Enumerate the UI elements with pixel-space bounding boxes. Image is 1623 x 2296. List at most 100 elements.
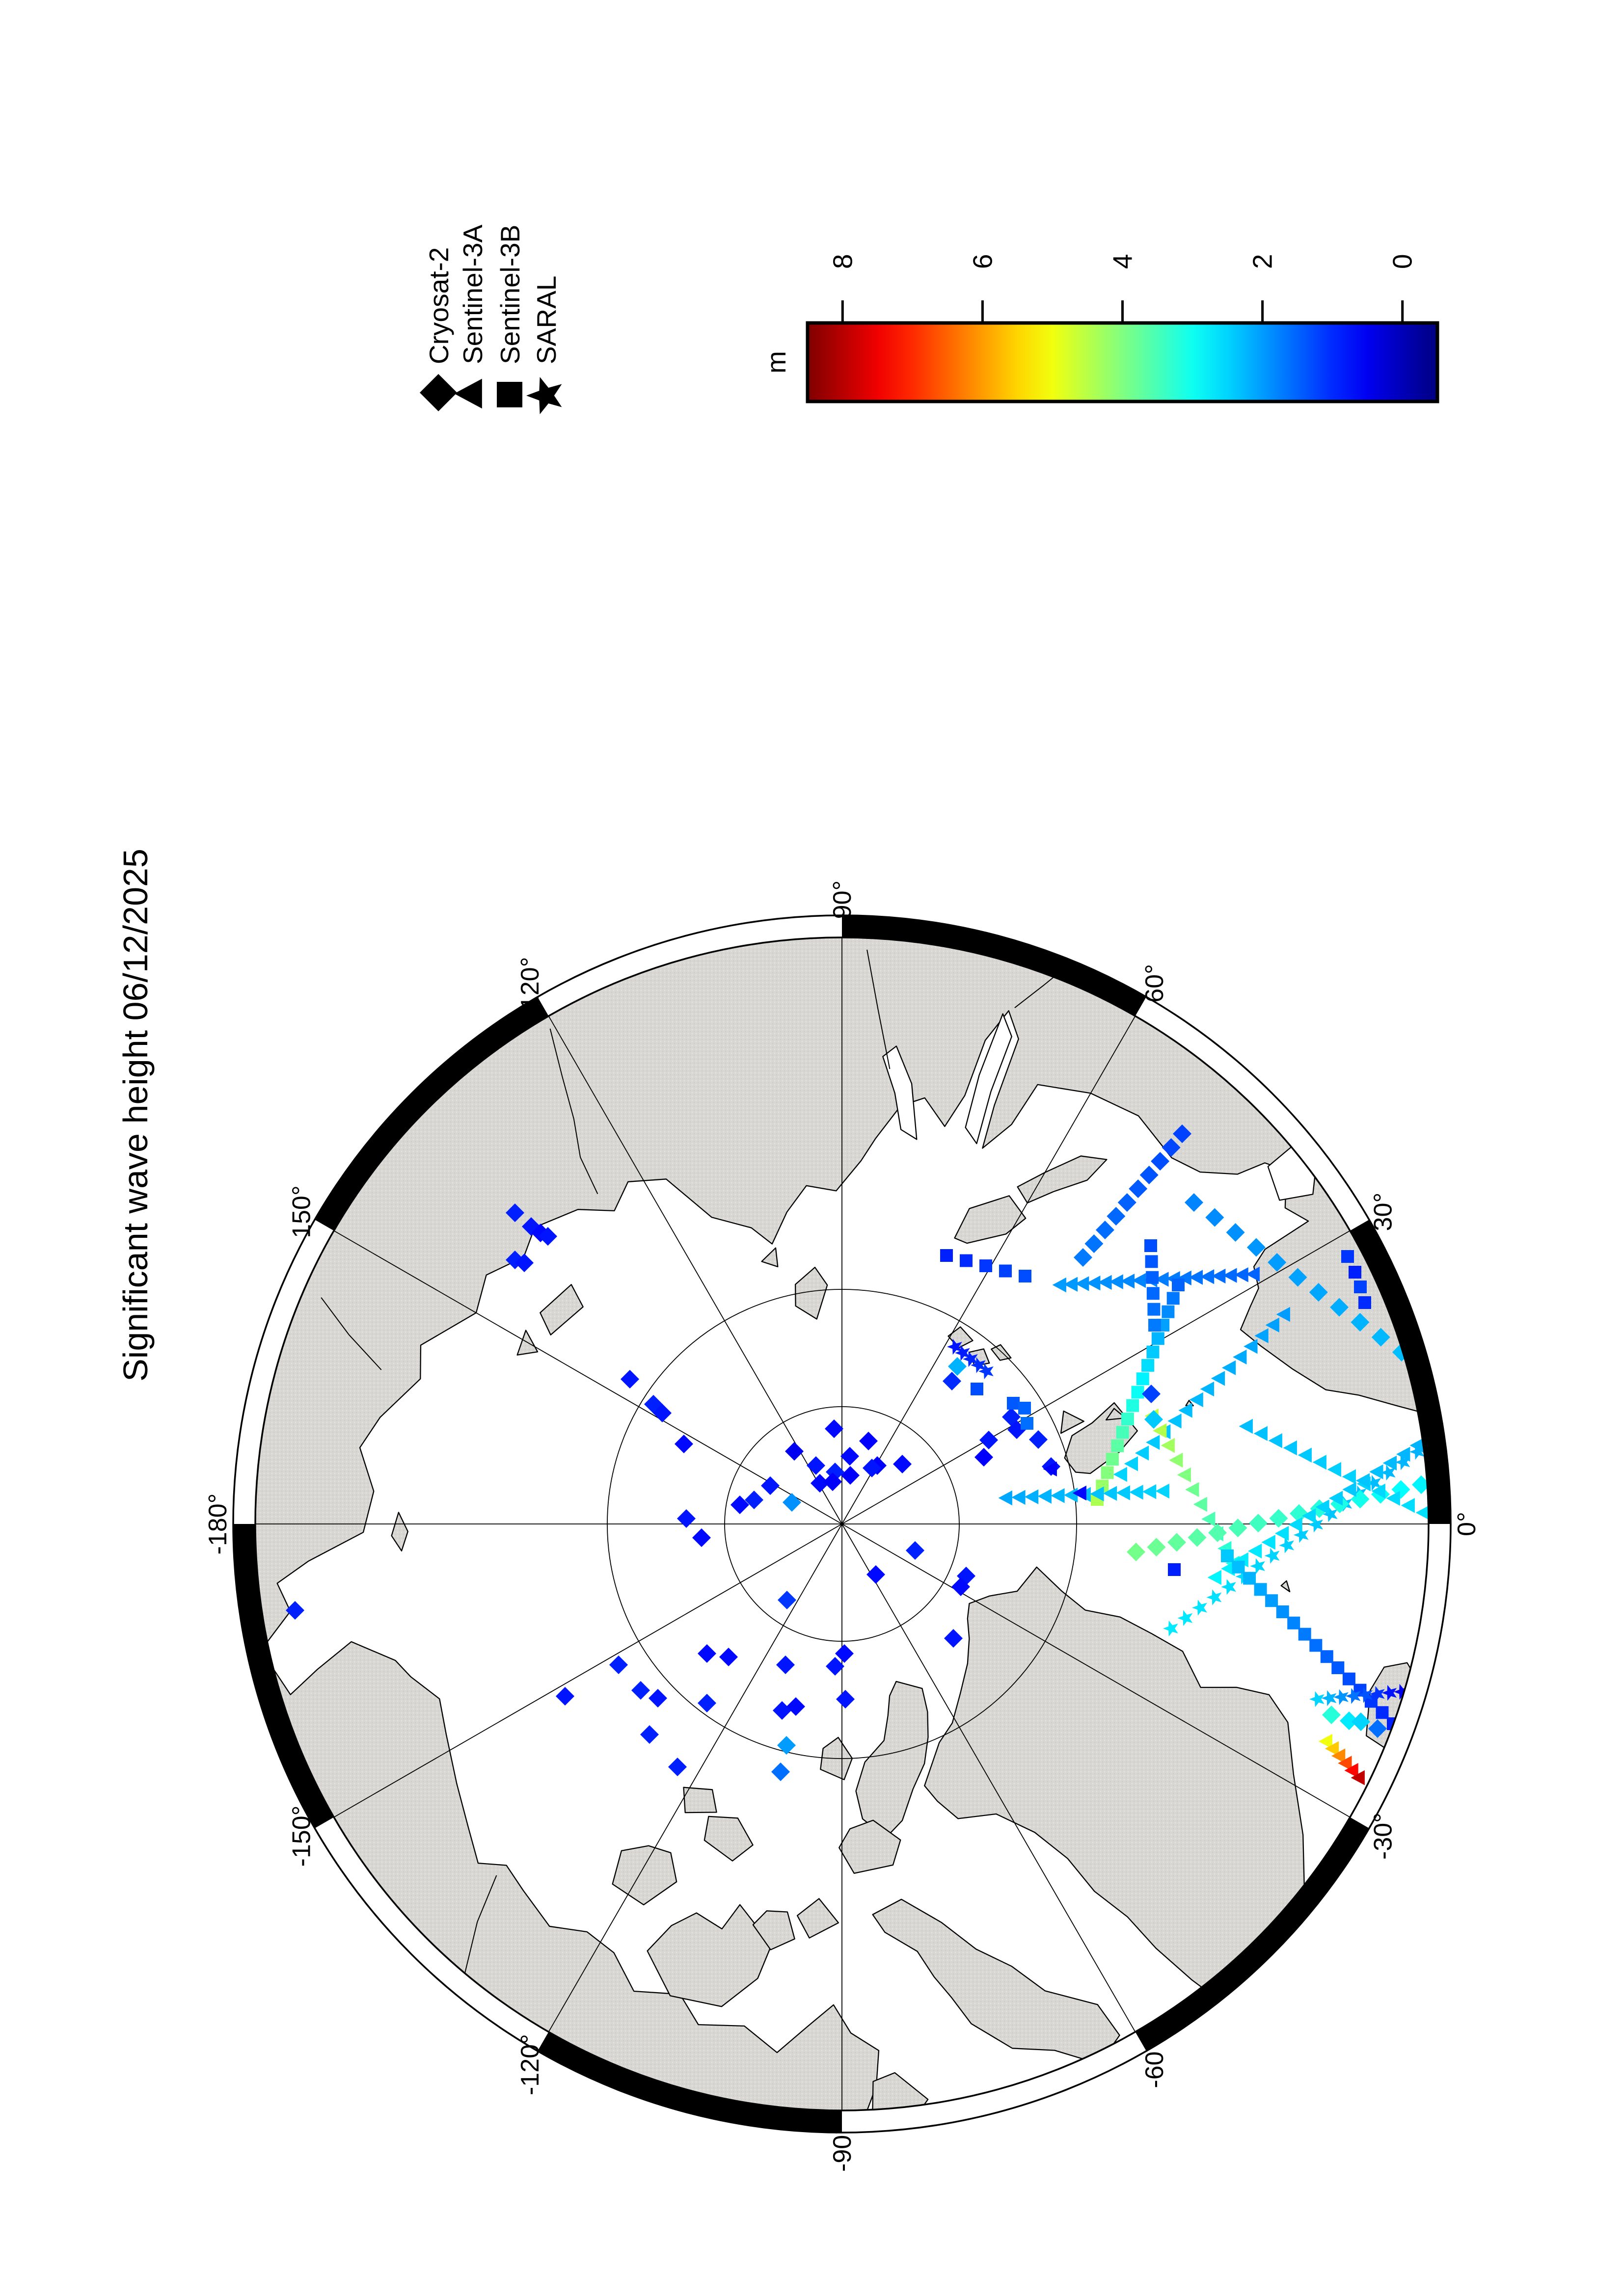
cryosat2-diamond-marker: [640, 1725, 659, 1744]
cryosat2-diamond-marker: [286, 1601, 304, 1620]
sentinel3a-triangle-marker: [1245, 1266, 1260, 1282]
sentinel3b-square-marker: [1147, 1303, 1161, 1316]
sentinel3a-triangle-marker: [998, 1490, 1012, 1506]
cryosat2-diamond-marker: [1117, 1193, 1136, 1212]
cryosat2-diamond-marker: [1144, 1410, 1163, 1429]
cryosat2-diamond-marker: [1162, 1138, 1181, 1157]
sentinel3b-square-marker: [1136, 1372, 1149, 1386]
sentinel3a-triangle-marker: [1315, 1499, 1329, 1515]
sentinel3a-triangle-marker: [1155, 1272, 1169, 1287]
sentinel3a-triangle-marker: [1327, 1462, 1341, 1477]
sentinel3a-triangle-marker: [1276, 1307, 1290, 1322]
saral-star-marker: [1345, 1688, 1361, 1704]
cryosat2-diamond-marker: [692, 1528, 711, 1547]
cryosat2-diamond-marker: [948, 1357, 967, 1376]
cryosat2-diamond-marker: [675, 1435, 693, 1453]
sentinel3b-square-marker: [1007, 1397, 1020, 1410]
rivers: [321, 949, 1085, 1974]
land-region-new_siberian_1: [540, 1284, 584, 1335]
cryosat2-diamond-marker: [677, 1509, 696, 1528]
saral-star-marker: [1206, 1589, 1222, 1605]
sentinel3a-triangle-marker: [1189, 1392, 1203, 1408]
sentinel3b-square-marker: [1116, 1426, 1129, 1439]
sentinel3b-square-marker: [1354, 1281, 1367, 1293]
cryosat2-diamond-marker: [777, 1736, 796, 1755]
cryosat2-diamond-marker: [1371, 1328, 1390, 1347]
legend-triangle-icon: [454, 378, 482, 409]
sentinel3b-square-marker: [1018, 1402, 1031, 1415]
sentinel3a-triangle-marker: [1301, 1508, 1316, 1523]
sentinel3a-triangle-marker: [1328, 1491, 1343, 1506]
saral-star-marker: [955, 1345, 970, 1361]
sentinel3a-triangle-marker: [1161, 1438, 1175, 1453]
sentinel3b-square-marker: [1349, 1266, 1361, 1279]
cryosat2-diamond-marker: [866, 1565, 885, 1584]
sentinel3a-triangle-marker: [1223, 1268, 1237, 1283]
land-region-novaya_zemlya_s: [1017, 1155, 1108, 1204]
cryosat2-diamond-marker: [786, 1697, 805, 1716]
sentinel3a-triangle-marker: [1063, 1488, 1078, 1503]
cryosat2-diamond-marker: [1107, 1207, 1126, 1226]
cryosat2-diamond-marker: [719, 1648, 738, 1666]
sentinel3a-triangle-marker: [1142, 1484, 1157, 1499]
cryosat2-diamond-marker: [906, 1541, 924, 1560]
cryosat2-diamond-marker: [668, 1758, 687, 1776]
cryosat2-diamond-marker: [974, 1448, 993, 1467]
saral-star-marker: [1221, 1579, 1236, 1595]
sentinel3b-square-marker: [1341, 1250, 1354, 1263]
cryosat2-diamond-marker: [1288, 1268, 1307, 1287]
track-cryosat-2: [1185, 1193, 1411, 1362]
sentinel3a-triangle-marker: [1254, 1328, 1269, 1343]
cryosat2-diamond-marker: [609, 1655, 628, 1674]
sentinel3a-triangle-marker: [1063, 1277, 1078, 1292]
cryosat2-diamond-marker: [1330, 1298, 1349, 1317]
land-region-jan_mayen: [1280, 1580, 1291, 1593]
polar-map: [255, 937, 1429, 2110]
saral-star-marker: [1309, 1691, 1325, 1708]
sentinel3a-triangle-marker: [1178, 1403, 1192, 1418]
sentinel3b-square-marker: [1358, 1296, 1371, 1309]
sentinel3a-triangle-marker: [1098, 1275, 1112, 1290]
cryosat2-diamond-marker: [631, 1681, 650, 1700]
colorbar-unit-label: m: [761, 351, 791, 374]
land-region-prince_of_wales: [752, 1910, 795, 1950]
colorbar-tick-label: 0: [1387, 254, 1418, 269]
cryosat2-diamond-marker: [621, 1370, 639, 1388]
sentinel3a-triangle-marker: [1244, 1339, 1258, 1354]
sentinel3b-square-marker: [1131, 1386, 1144, 1399]
saral-star-marker: [1279, 1537, 1294, 1553]
sentinel3b-square-marker: [960, 1254, 973, 1267]
sentinel3a-triangle-marker: [1233, 1349, 1247, 1365]
saral-star-marker: [1235, 1568, 1251, 1585]
saral-star-marker: [1321, 1690, 1337, 1707]
saral-star-marker: [1394, 1683, 1409, 1700]
sentinel3a-triangle-marker: [1355, 1473, 1370, 1488]
cryosat2-diamond-marker: [776, 1655, 795, 1674]
sentinel3a-triangle-marker: [1331, 1748, 1346, 1763]
legend-item-label: Sentinel-3A: [458, 224, 488, 364]
cryosat2-diamond-marker: [835, 1644, 854, 1663]
sentinel3a-triangle-marker: [1253, 1426, 1268, 1441]
saral-star-marker: [947, 1338, 962, 1355]
map-lon-label: -60°: [1140, 2041, 1169, 2088]
land-region-svalbard: [1064, 1402, 1138, 1474]
sentinel3a-triangle-marker: [1369, 1464, 1383, 1479]
meridian-210: [333, 1523, 842, 1818]
colorbar-tick-label: 6: [967, 254, 998, 269]
sentinel3b-square-marker: [1151, 1332, 1164, 1345]
sentinel3a-triangle-marker: [1221, 1561, 1235, 1576]
sentinel3a-triangle-marker: [1200, 1269, 1215, 1284]
cryosat2-diamond-marker: [1322, 1706, 1341, 1724]
sentinel3a-triangle-marker: [1169, 1452, 1183, 1468]
cryosat2-diamond-marker: [1029, 1430, 1048, 1449]
land-region-melville: [703, 1815, 754, 1862]
cryosat2-diamond-marker: [698, 1644, 716, 1663]
saral-star-marker: [1381, 1684, 1397, 1701]
meridian-30: [841, 1230, 1351, 1524]
legend-square-icon: [497, 382, 522, 407]
sentinel3b-square-marker: [1148, 1319, 1161, 1332]
sentinel3a-triangle-marker: [1371, 1483, 1385, 1499]
colorbar-tick-label: 2: [1247, 254, 1278, 269]
sentinel3a-triangle-marker: [1086, 1275, 1101, 1291]
legend-item-label: Cryosat-2: [424, 247, 454, 364]
